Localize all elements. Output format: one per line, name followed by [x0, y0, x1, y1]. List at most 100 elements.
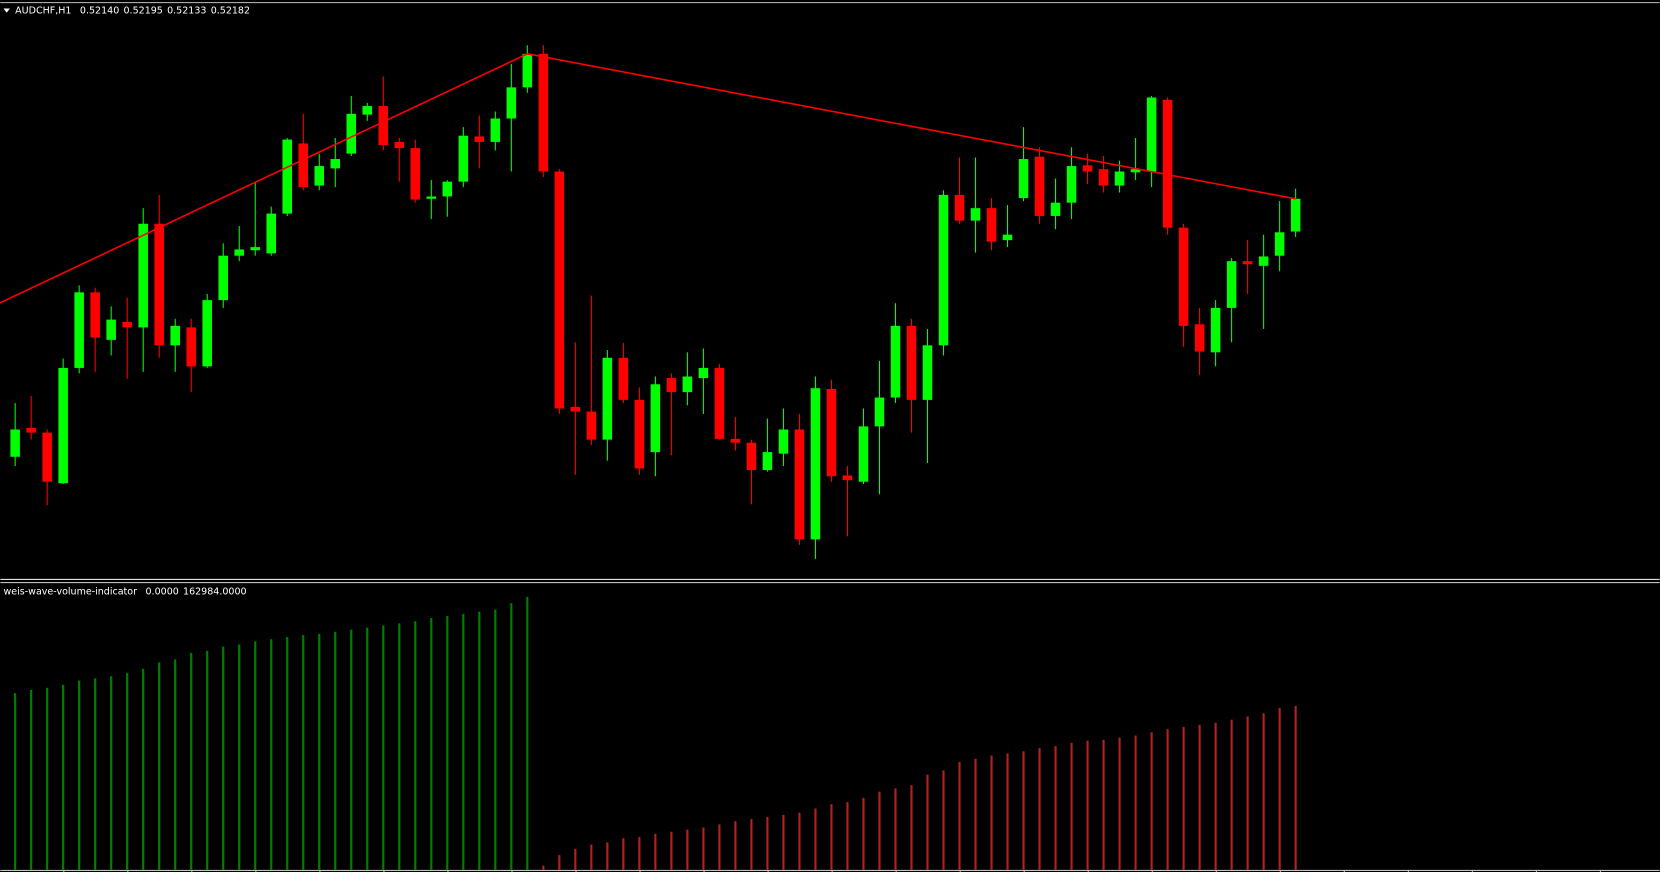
candle-body	[554, 171, 565, 409]
indicator-title: weis-wave-volume-indicator	[4, 586, 138, 597]
candle-body	[874, 397, 885, 427]
volume-bar	[158, 662, 161, 870]
candle-body	[106, 319, 116, 340]
candle-body	[1258, 256, 1269, 266]
candle-body	[634, 399, 645, 469]
volume-bar	[830, 804, 833, 870]
candle-body	[298, 143, 309, 188]
volume-bar	[366, 627, 369, 870]
candle-body	[74, 292, 84, 368]
volume-bar	[1038, 748, 1041, 870]
header-value: 0.52140	[80, 5, 119, 16]
volume-bar	[78, 680, 81, 870]
volume-bar	[94, 678, 97, 870]
trend-line	[0, 53, 1296, 304]
candle-body	[906, 325, 917, 400]
candle-body	[1290, 198, 1301, 232]
volume-bar	[750, 819, 753, 870]
volume-bar	[1182, 726, 1185, 870]
candle-body	[842, 475, 853, 481]
candle-body	[138, 223, 148, 328]
candle-body	[90, 292, 100, 338]
candle-body	[794, 429, 805, 540]
volume-bar	[622, 838, 625, 870]
header-value: 0.0000	[146, 586, 179, 597]
volume-bar	[1054, 746, 1057, 870]
volume-bar	[142, 668, 145, 870]
volume-bar	[558, 855, 561, 870]
candle-body	[490, 118, 501, 142]
header-value: 0.52195	[124, 5, 163, 16]
volume-bar	[814, 808, 817, 870]
candle-body	[890, 325, 901, 398]
volume-bar	[462, 613, 465, 870]
candle-body	[826, 388, 837, 477]
volume-bar	[526, 596, 529, 870]
candle-body	[42, 432, 52, 482]
candle-body	[1274, 232, 1285, 256]
volume-bar	[190, 652, 193, 870]
candle-body	[970, 208, 981, 221]
candle-body	[442, 181, 453, 197]
candle-body	[1146, 97, 1157, 172]
volume-bar	[990, 755, 993, 870]
volume-bar	[478, 611, 481, 870]
candle-body	[362, 106, 373, 115]
candle-body	[586, 411, 597, 440]
volume-bar	[222, 646, 225, 870]
candle-body	[202, 300, 212, 367]
volume-bar	[974, 758, 977, 870]
volume-bar	[14, 693, 17, 870]
volume-bar	[782, 814, 785, 870]
candle-body	[26, 427, 36, 433]
candle-body	[170, 325, 180, 346]
candle-body	[218, 255, 228, 301]
volume-bar	[1198, 724, 1201, 870]
candle-body	[1050, 202, 1061, 216]
volume-bar	[510, 603, 513, 870]
candle-body	[762, 452, 773, 471]
volume-bar	[1214, 722, 1217, 870]
candle-body	[618, 357, 629, 400]
volume-bar	[414, 621, 417, 870]
volume-bar	[430, 618, 433, 870]
header-value: 162984.0000	[183, 586, 247, 597]
volume-bar	[1070, 742, 1073, 870]
volume-bar	[30, 689, 33, 870]
candle-body	[746, 442, 757, 471]
candle-body	[154, 223, 164, 346]
volume-bar	[238, 644, 241, 870]
candle-body	[698, 367, 709, 379]
volume-bar	[46, 687, 49, 870]
volume-bar	[1006, 753, 1009, 870]
candle-body	[682, 376, 693, 393]
candle-body	[314, 166, 325, 186]
candle-body	[986, 208, 997, 242]
candle-body	[122, 321, 132, 328]
candle-body	[58, 367, 68, 484]
volume-bar	[654, 833, 657, 870]
candle-body	[346, 113, 357, 154]
menu-arrow[interactable]	[3, 8, 10, 13]
candle-body	[858, 426, 869, 482]
candle-body	[458, 135, 469, 182]
candle-body	[1034, 156, 1045, 216]
volume-bar	[1246, 716, 1249, 870]
volume-bar	[302, 635, 305, 870]
volume-bar	[1262, 713, 1265, 870]
volume-bar	[926, 774, 929, 870]
candle-body	[570, 406, 581, 412]
volume-bar	[398, 623, 401, 870]
volume-bar	[862, 797, 865, 870]
volume-bar	[574, 848, 577, 870]
volume-bar	[1118, 737, 1121, 870]
candle-body	[714, 367, 725, 439]
volume-bar	[686, 829, 689, 870]
volume-bar	[542, 865, 545, 870]
volume-bar	[718, 824, 721, 870]
volume-bar	[766, 816, 769, 870]
volume-bar	[206, 650, 209, 870]
volume-bar	[702, 827, 705, 870]
